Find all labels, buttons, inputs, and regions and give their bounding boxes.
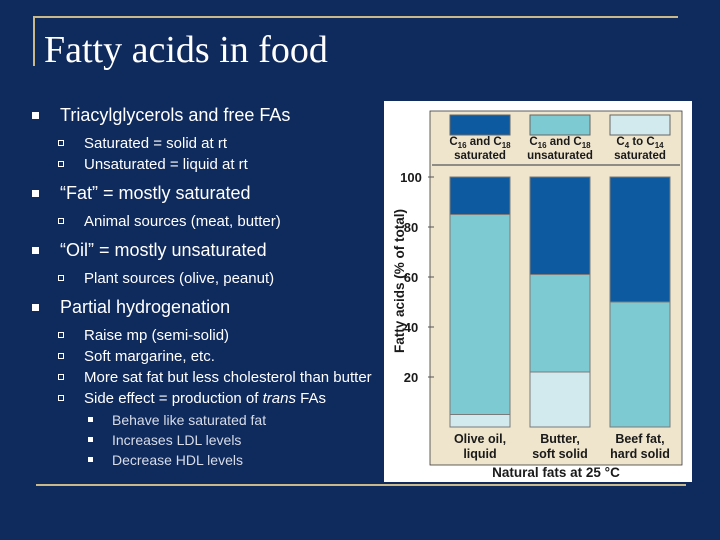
bullet-group-1: Triacylglycerols and free FAs Saturated … [30, 104, 390, 174]
y-tick-label: 20 [404, 370, 418, 385]
legend-swatch [449, 114, 511, 136]
legend-label: C4 to C14 [616, 136, 664, 150]
legend-swatch [609, 114, 671, 136]
bullet-group-4: Partial hydrogenation Raise mp (semi-sol… [30, 296, 390, 470]
sub-sub-bullet-ldl: Increases LDL levels [30, 430, 390, 450]
bullet-fat: “Fat” = mostly saturated [30, 182, 390, 204]
legend-label: C16 and C18 [449, 136, 511, 150]
x-category-label: Beef fat, [615, 432, 664, 446]
bar-segment [449, 214, 511, 415]
slide-title: Fatty acids in food [44, 29, 328, 71]
y-axis-label: Fatty acids (% of total) [392, 209, 407, 353]
y-tick-label: 40 [404, 320, 418, 335]
bullet-partial-hydrogenation: Partial hydrogenation [30, 296, 390, 318]
trans-italic: trans [262, 390, 296, 407]
sub-bullet-raise-mp: Raise mp (semi-solid) [30, 326, 390, 345]
legend-label: C16 and C18 [529, 136, 591, 150]
x-axis-label: Natural fats at 25 °C [492, 465, 620, 480]
sub-bullet-saturated: Saturated = solid at rt [30, 134, 390, 153]
y-tick-label: 60 [404, 270, 418, 285]
legend-swatch [529, 114, 591, 136]
bullet-triacylglycerols: Triacylglycerols and free FAs [30, 104, 390, 126]
bar-segment [529, 176, 591, 275]
bar-segment [529, 371, 591, 428]
bar-segment [529, 274, 591, 373]
fatty-acid-chart: 20 40 60 80 100 Fatty acids (% of total) C16 a… [392, 110, 683, 480]
bullet-list: Triacylglycerols and free FAs Saturated … [30, 104, 390, 478]
x-category-label-line2: liquid [463, 447, 496, 461]
bullet-oil: “Oil” = mostly unsaturated [30, 239, 390, 261]
x-category-label: Butter, [540, 432, 580, 446]
y-tick-label: 80 [404, 220, 418, 235]
side-effect-suffix: FAs [295, 390, 326, 407]
x-category-label-line2: hard solid [610, 447, 670, 461]
title-accent-horizontal [33, 16, 678, 18]
footer-rule [36, 484, 686, 486]
bullet-group-2: “Fat” = mostly saturated Animal sources … [30, 182, 390, 231]
legend-label-line2: unsaturated [527, 150, 593, 162]
bar-segment [449, 176, 511, 215]
legend-label-line2: saturated [454, 150, 506, 162]
sub-bullet-unsaturated: Unsaturated = liquid at rt [30, 155, 390, 174]
bar-segment [449, 414, 511, 428]
sub-bullet-side-effect: Side effect = production of trans FAs [30, 389, 390, 408]
x-category-label-line2: soft solid [532, 447, 588, 461]
sub-bullet-soft-margarine: Soft margarine, etc. [30, 347, 390, 366]
sub-bullet-more-sat-fat: More sat fat but less cholesterol than b… [30, 368, 390, 387]
sub-bullet-animal-sources: Animal sources (meat, butter) [30, 212, 390, 231]
title-accent-vertical [33, 16, 35, 66]
y-tick-label: 100 [400, 170, 422, 185]
bullet-group-3: “Oil” = mostly unsaturated Plant sources… [30, 239, 390, 288]
bar-segment [609, 176, 671, 303]
sub-sub-bullet-behave: Behave like saturated fat [30, 410, 390, 430]
legend-label-line2: saturated [614, 150, 666, 162]
x-category-label: Olive oil, [454, 432, 506, 446]
sub-sub-bullet-hdl: Decrease HDL levels [30, 450, 390, 470]
side-effect-text: Side effect = production of [84, 390, 263, 407]
bar-segment [609, 301, 671, 428]
sub-bullet-plant-sources: Plant sources (olive, peanut) [30, 269, 390, 288]
chart-figure: 20 40 60 80 100 Fatty acids (% of total) C16 a… [384, 101, 692, 482]
